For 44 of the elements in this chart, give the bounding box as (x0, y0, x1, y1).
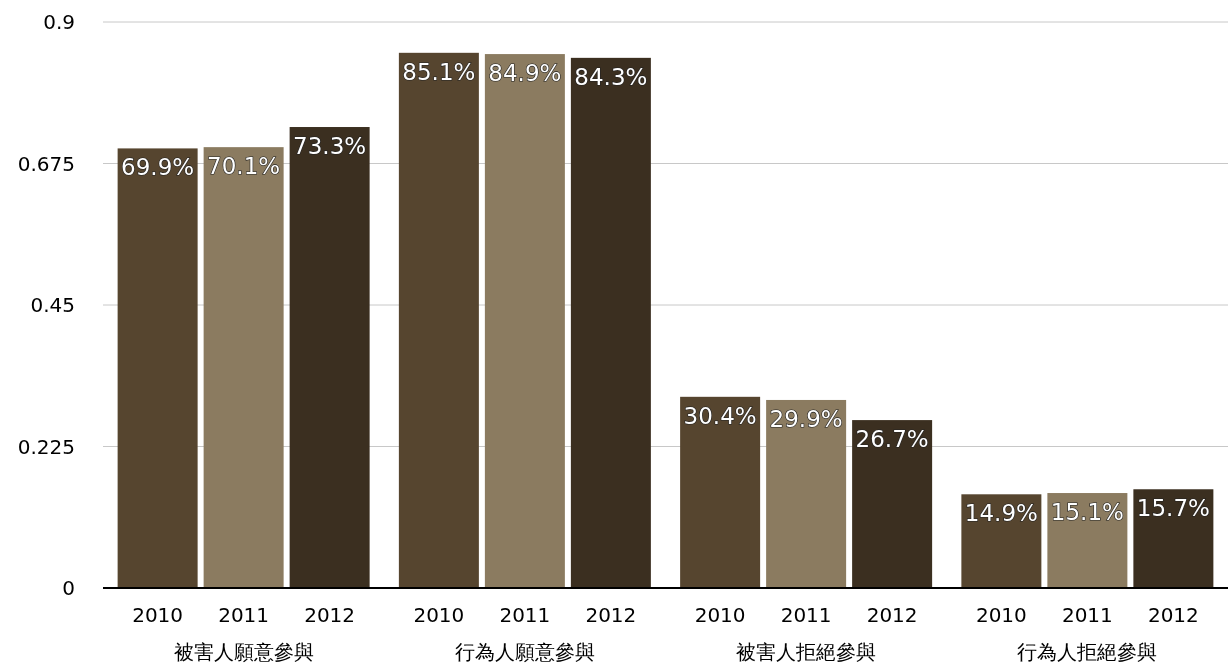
series-label: 2011 (218, 603, 270, 627)
data-label: 85.1% (402, 58, 476, 85)
data-label: 73.3% (293, 133, 367, 160)
data-label: 69.9% (121, 154, 195, 181)
x-tick-label: 被害人拒絕參與 (736, 640, 877, 664)
text: 2012 (866, 603, 918, 627)
data-label: 84.9% (488, 60, 562, 87)
data-label: 30.4% (683, 402, 757, 429)
data-label: 14.9% (964, 500, 1038, 527)
text: 2012 (585, 603, 637, 627)
data-label: 70.1% (207, 153, 281, 180)
series-label: 2010 (132, 603, 184, 627)
data-label: 15.7% (1136, 495, 1210, 522)
bar (1133, 489, 1214, 588)
y-tick-label: 0.225 (17, 434, 75, 459)
bar (289, 127, 370, 588)
bar (203, 147, 284, 588)
bar (766, 399, 847, 588)
data-label: 15.1% (1050, 499, 1124, 526)
bar (398, 52, 479, 588)
x-tick-label: 被害人願意參與 (173, 640, 314, 664)
text: 2010 (694, 603, 746, 627)
bar (680, 396, 761, 588)
y-tick-label: 0.675 (17, 151, 75, 176)
bar (852, 420, 933, 588)
text: 2012 (1147, 603, 1199, 627)
y-tick-label: 0.45 (30, 293, 75, 317)
data-label: 29.9% (769, 405, 843, 432)
series-label: 2012 (304, 603, 356, 627)
bar (484, 54, 565, 588)
x-tick-label: 行為人願意參與 (454, 640, 595, 664)
bar (1047, 493, 1128, 588)
y-tick-label: 0 (62, 576, 75, 600)
x-tick-label: 行為人拒絕參與 (1017, 640, 1158, 664)
text: 2011 (1061, 603, 1113, 627)
bar (570, 57, 651, 588)
text: 2010 (975, 603, 1027, 627)
text: 2011 (499, 603, 551, 627)
bar (117, 148, 198, 588)
data-label: 26.7% (855, 426, 929, 453)
y-tick-label: 0.9 (43, 10, 75, 34)
data-label: 84.3% (574, 63, 648, 90)
text: 2010 (413, 603, 465, 627)
text: 2011 (780, 603, 832, 627)
